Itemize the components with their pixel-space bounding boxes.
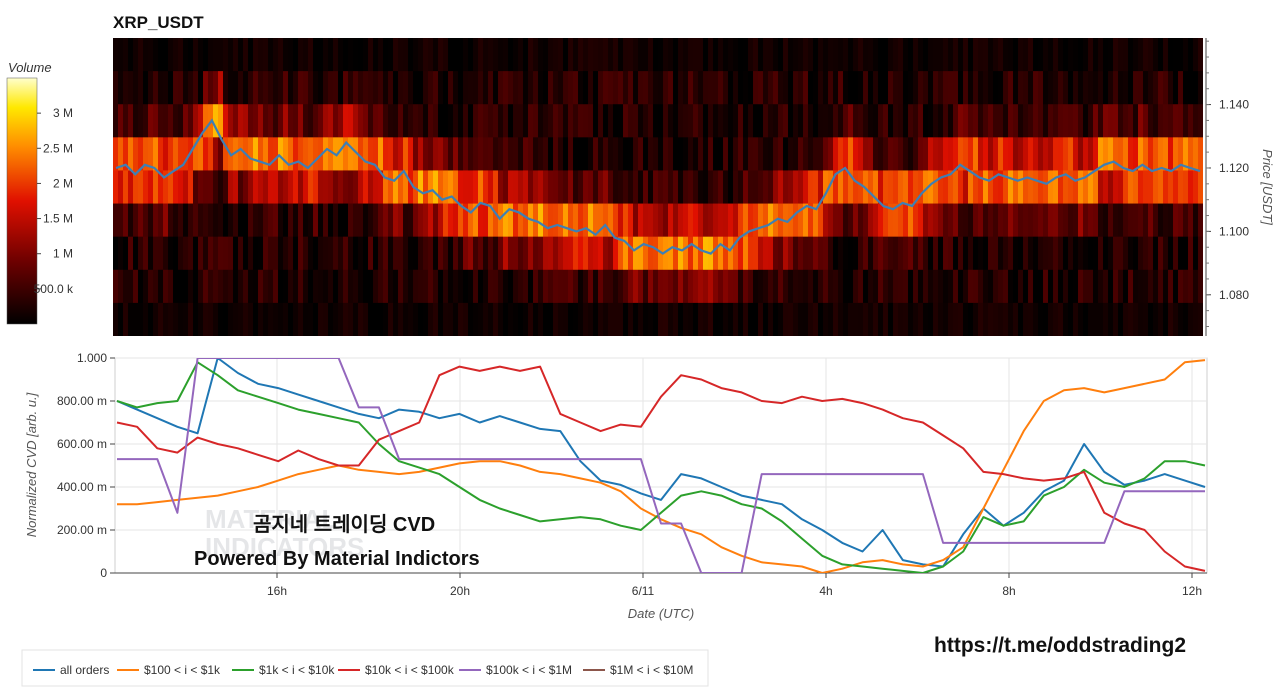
cvd-series-lines (116, 358, 1206, 573)
colorbar-tick-label: 2.5 M (43, 141, 73, 155)
cvd-y-label: Normalized CVD [arb. u.] (24, 392, 39, 537)
series-line (117, 359, 1206, 573)
cvd-x-tick-label: 20h (450, 584, 470, 598)
heatmap-y-tick-label: 1.100 (1219, 224, 1249, 238)
legend: all orders $100 < i < $1k $1k < i < $10k $1… (33, 663, 693, 677)
cvd-x-ticks: 16h 20h 6/11 4h 8h 12h (115, 572, 1207, 598)
cvd-y-tick-label: 800.00 m (57, 394, 107, 408)
chart-title: XRP_USDT (113, 13, 204, 32)
heatmap-y-ticks: 1.080 1.100 1.120 1.140 (1206, 40, 1249, 327)
overlay-title: 곰지네 트레이딩 CVD (253, 513, 435, 536)
cvd-y-tick-label: 1.000 (77, 351, 107, 365)
legend-box (21, 649, 709, 687)
colorbar-tick-label: 500.0 k (34, 282, 74, 296)
cvd-y-tick-label: 200.00 m (57, 523, 107, 537)
cvd-y-tick-label: 0 (100, 566, 107, 580)
series-line (116, 365, 1206, 572)
colorbar-ticks: 500.0 k 1 M 1.5 M 2 M 2.5 M 3 M (34, 106, 74, 296)
heatmap-y-tick-label: 1.140 (1219, 98, 1249, 112)
telegram-link[interactable]: https://t.me/oddstrading2 (934, 634, 1186, 657)
colorbar (6, 77, 38, 325)
legend-entry: $10k < i < $100k (365, 663, 455, 677)
cvd-y-tick-label: 400.00 m (57, 480, 107, 494)
series-line (116, 361, 1206, 573)
series-line (117, 358, 1205, 573)
price-line (115, 118, 1201, 255)
watermark-line1: MATERIAL (205, 504, 338, 534)
legend-entry: all orders (60, 663, 109, 677)
legend-entry: $100k < i < $1M (486, 663, 572, 677)
heatmap-y-label: Price [USDT] (1260, 149, 1275, 225)
colorbar-tick-label: 2 M (53, 176, 73, 190)
colorbar-title: Volume (8, 60, 52, 75)
overlay-powered-by: Powered By Material Indictors (194, 548, 480, 570)
colorbar-tick-label: 3 M (53, 106, 73, 120)
cvd-x-tick-label: 8h (1002, 584, 1015, 598)
legend-entry: $1M < i < $10M (610, 663, 693, 677)
series-line (116, 358, 1206, 568)
cvd-x-tick-label: 12h (1182, 584, 1202, 598)
legend-entry: $100 < i < $1k (144, 663, 221, 677)
heatmap-y-tick-label: 1.080 (1219, 288, 1249, 302)
colorbar-tick-label: 1.5 M (43, 212, 73, 226)
cvd-y-ticks: 0 200.00 m 400.00 m 600.00 m 800.00 m 1.000 (57, 351, 115, 580)
heatmap-y-tick-label: 1.120 (1219, 161, 1249, 175)
cvd-x-label: Date (UTC) (628, 606, 694, 621)
cvd-x-tick-label: 6/11 (632, 584, 655, 598)
legend-entry: $1k < i < $10k (259, 663, 335, 677)
watermark-line2: INDICATORS (205, 532, 364, 562)
cvd-y-tick-label: 600.00 m (57, 437, 107, 451)
cvd-x-tick-label: 16h (267, 584, 287, 598)
colorbar-tick-label: 1 M (53, 247, 73, 261)
cvd-x-tick-label: 4h (819, 584, 832, 598)
orderbook-heatmap (113, 38, 1203, 336)
